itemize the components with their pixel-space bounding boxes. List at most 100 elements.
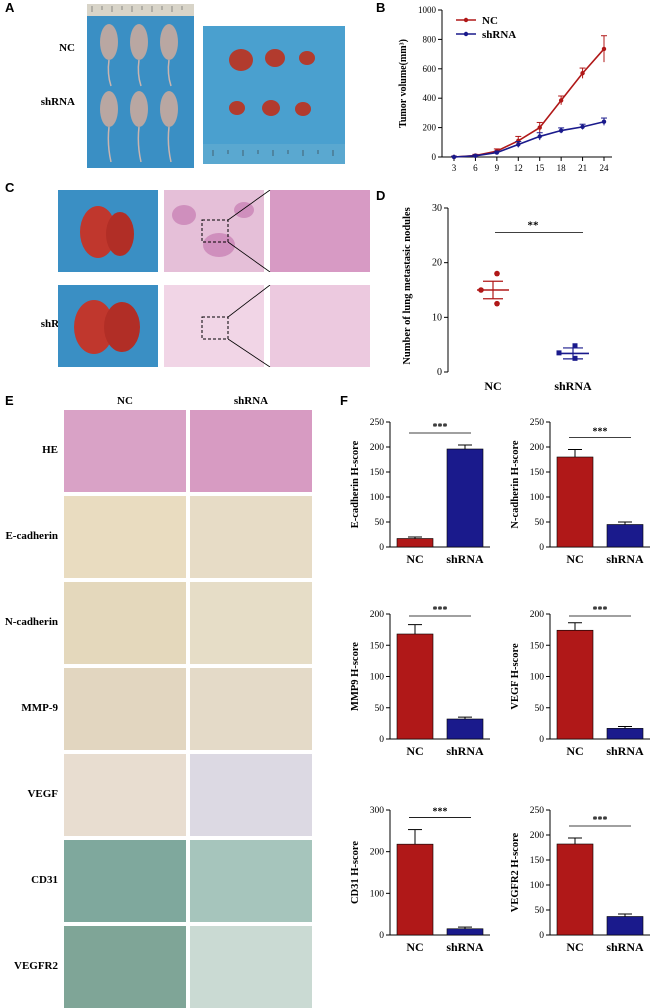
- x-tick-label: 21: [578, 163, 587, 173]
- ihc-image-he-shrna: [190, 410, 312, 492]
- significance-label: ***: [433, 422, 448, 433]
- x-tick-label: 15: [535, 163, 545, 173]
- vegf-bar-chart: 0 50 100 150 200 VEGF H-score NC shRNA ***: [510, 605, 650, 758]
- data-point: [601, 46, 607, 52]
- y-tick-label: 50: [375, 704, 385, 714]
- x-category-label: shRNA: [606, 940, 644, 954]
- ihc-image-n-cadherin-shrna: [190, 582, 312, 664]
- ihc-image-he-nc: [64, 410, 186, 492]
- y-tick-label: 0: [432, 152, 437, 162]
- data-point: [537, 134, 542, 139]
- y-tick-label: 100: [530, 493, 545, 503]
- y-tick-label: 150: [370, 641, 385, 651]
- y-tick-label: 0: [379, 735, 384, 745]
- ihc-row-label-mmp-9: MMP-9: [21, 702, 58, 714]
- series-line-1: [453, 120, 605, 158]
- x-category-label: shRNA: [554, 379, 592, 393]
- data-point: [601, 119, 607, 124]
- x-category-label: NC: [406, 940, 423, 954]
- ihc-image-cd31-nc: [64, 840, 186, 922]
- he-lowmag-nc: [164, 190, 264, 272]
- panel-letter-d: D: [376, 188, 386, 203]
- ihc-row-label-n-cadherin: N-cadherin: [4, 616, 58, 628]
- bar-nc: [396, 538, 434, 548]
- y-tick-label: 250: [530, 806, 545, 816]
- ihc-row-label-vegfr2: VEGFR2: [14, 960, 58, 972]
- ihc-row-label-vegf: VEGF: [27, 788, 58, 800]
- he-lowmag-shrna: [164, 285, 264, 367]
- mice-photo: [87, 4, 194, 168]
- ihc-image-vegf-shrna: [190, 754, 312, 836]
- data-point: [558, 98, 564, 103]
- data-point: [494, 270, 500, 277]
- x-tick-label: 6: [473, 163, 478, 173]
- y-tick-label: 50: [375, 518, 385, 528]
- x-tick-label: 24: [600, 163, 610, 173]
- y-tick-label: 0: [379, 543, 384, 553]
- x-tick-label: 18: [557, 163, 567, 173]
- lung-photo-nc: [58, 190, 158, 272]
- data-point: [537, 125, 542, 130]
- significance-label: ***: [593, 815, 608, 826]
- panel-letter-e: E: [5, 393, 14, 408]
- e-cadherin-bar-chart: 0 50 100 150 200 250 E-cadherin H-score NC shRNA…: [350, 418, 490, 566]
- y-tick-label: 50: [535, 704, 545, 714]
- y-tick-label: 600: [423, 64, 437, 74]
- y-tick-label: 100: [370, 493, 385, 503]
- legend-label: shRNA: [482, 29, 516, 41]
- x-category-label: shRNA: [446, 744, 484, 758]
- bar-shrna: [446, 928, 484, 936]
- legend-label: NC: [482, 15, 498, 27]
- y-tick-label: 0: [539, 735, 544, 745]
- significance-label: ***: [593, 427, 608, 438]
- y-tick-label: 20: [432, 258, 442, 269]
- panel-letter-b: B: [376, 0, 386, 15]
- y-tick-label: 800: [423, 34, 437, 44]
- bar-nc: [396, 843, 434, 936]
- legend-marker: [463, 17, 469, 23]
- data-point: [516, 142, 521, 147]
- he-lowmag-nc-illustration: [172, 202, 254, 257]
- data-point: [494, 300, 500, 307]
- data-point: [572, 343, 578, 349]
- legend-marker: [463, 31, 469, 37]
- data-point: [478, 287, 484, 293]
- he-highmag-nc: [270, 190, 370, 272]
- data-point: [558, 128, 564, 133]
- bar-nc: [556, 629, 594, 740]
- y-axis-label: Tumor volume(mm³): [398, 39, 409, 128]
- y-tick-label: 1000: [418, 5, 437, 15]
- panel-e-col-label-nc: NC: [117, 395, 133, 407]
- data-point: [494, 150, 500, 155]
- ihc-image-e-cadherin-nc: [64, 496, 186, 578]
- x-tick-label: 9: [495, 163, 500, 173]
- tumor-volume-line-chart: 0 200 400 600 800 1000 3 6 9 12 15 18 21 24 Tumor volu…: [398, 5, 612, 173]
- x-category-label: NC: [566, 552, 583, 566]
- bar-nc: [396, 633, 434, 740]
- significance-label: ***: [433, 605, 448, 616]
- x-category-label: NC: [566, 940, 583, 954]
- y-tick-label: 100: [370, 889, 385, 899]
- x-category-label: shRNA: [446, 552, 484, 566]
- zoom-lines-shrna: [228, 285, 271, 367]
- y-tick-label: 100: [530, 881, 545, 891]
- panel-letter-a: A: [5, 0, 15, 15]
- panel-letter-c: C: [5, 180, 15, 195]
- mmp9-bar-chart: 0 50 100 150 200 MMP9 H-score NC shRNA ***: [350, 605, 490, 758]
- bar-nc: [556, 843, 594, 936]
- ihc-row-label-he: HE: [42, 444, 58, 456]
- y-tick-label: 200: [370, 443, 385, 453]
- lung-nc-illustration: [80, 206, 134, 258]
- x-category-label: NC: [484, 379, 501, 393]
- x-tick-label: 12: [514, 163, 523, 173]
- bar-shrna: [606, 728, 644, 740]
- he-highmag-shrna: [270, 285, 370, 367]
- bar-shrna: [606, 524, 644, 548]
- lung-shrna-illustration: [74, 300, 140, 354]
- y-tick-label: 250: [370, 418, 385, 428]
- ihc-image-e-cadherin-shrna: [190, 496, 312, 578]
- y-axis-label: CD31 H-score: [350, 841, 361, 904]
- panel-letter-f: F: [340, 393, 348, 408]
- significance-label: ***: [593, 605, 608, 616]
- y-tick-label: 200: [370, 610, 385, 620]
